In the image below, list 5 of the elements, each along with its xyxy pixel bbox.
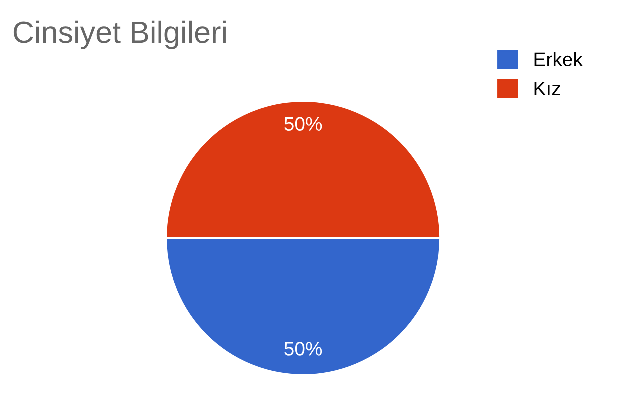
chart-title: Cinsiyet Bilgileri [14,20,226,50]
data-label: 50% [284,342,322,356]
legend-label: Erkek [534,52,583,66]
legend-label: Kız [534,82,560,96]
data-label: 50% [284,117,322,132]
